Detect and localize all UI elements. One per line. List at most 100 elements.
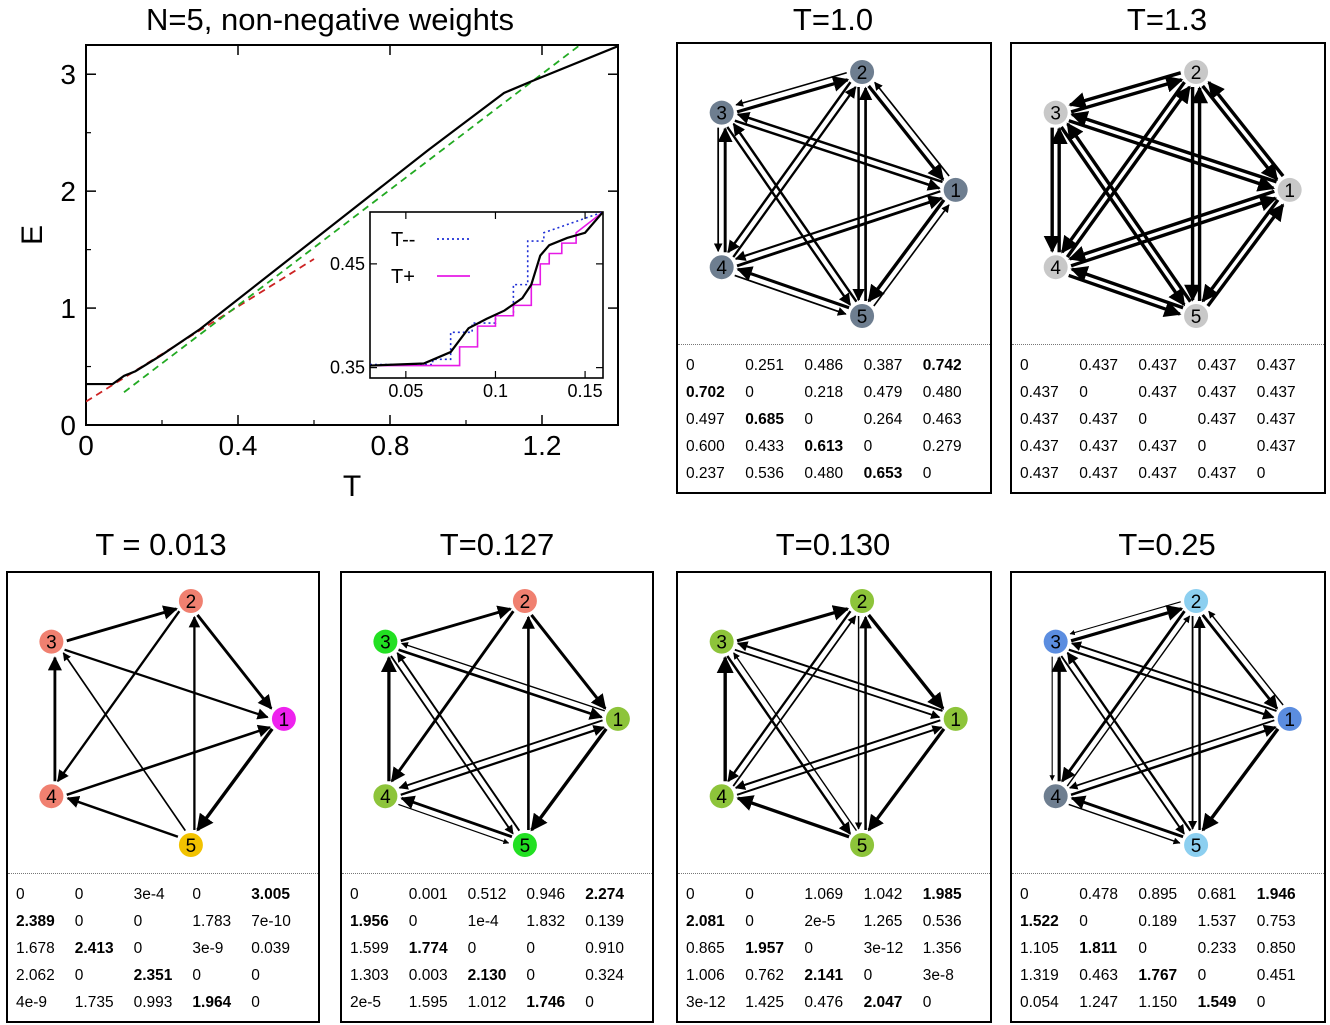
matrix-row: 1.319 0.463 1.767 0 0.451 <box>1020 966 1316 986</box>
y-tick-label: 1 <box>60 293 76 324</box>
edge-arrow <box>735 72 847 107</box>
matrix-cell: 2.413 <box>74 940 114 957</box>
matrix-cell: 1e-4 <box>467 913 499 930</box>
matrix-cell: 0.264 <box>863 411 903 428</box>
edge-arrow <box>736 195 943 268</box>
matrix-separator <box>678 344 990 345</box>
matrix-cell: 0.437 <box>1256 438 1296 455</box>
node-label: 3 <box>46 633 57 654</box>
graph-svg: 1 2 3 4 5 <box>373 589 630 857</box>
edge-arrow <box>726 655 852 835</box>
edge-arrow <box>1060 655 1185 835</box>
matrix-cell: 1.832 <box>526 913 566 930</box>
edge-arrow <box>1068 273 1182 318</box>
node-label: 3 <box>1050 104 1061 125</box>
edge-arrow <box>1201 727 1280 832</box>
matrix-row: 0.702 0 0.218 0.479 0.480 <box>686 383 982 403</box>
matrix-cell: 1.964 <box>192 994 232 1011</box>
matrix-cell: 1.767 <box>1138 967 1178 984</box>
node-label: 4 <box>716 258 727 279</box>
node-circle <box>373 629 398 654</box>
matrix-cell: 0.480 <box>804 465 844 482</box>
matrix-cell: 3e-4 <box>133 886 165 903</box>
edge-arrow <box>867 613 945 710</box>
edge-arrow <box>1068 71 1182 109</box>
matrix-row: 0.237 0.536 0.480 0.653 0 <box>686 464 982 484</box>
node-label: 1 <box>279 710 290 731</box>
node-circle <box>850 589 875 613</box>
edge-arrow <box>736 266 850 310</box>
node-circle <box>605 706 630 731</box>
matrix-cell: 0 <box>251 967 260 984</box>
edge-arrow <box>727 81 852 254</box>
matrix-cell: 0.251 <box>745 357 784 374</box>
matrix-cell: 2.047 <box>863 994 903 1011</box>
matrix-row: 0 0.251 0.486 0.387 0.742 <box>686 356 982 376</box>
matrix-cell: 0.993 <box>133 994 173 1011</box>
matrix-cell: 0 <box>745 886 754 903</box>
matrix-cell: 0.437 <box>1197 411 1237 428</box>
x-tick-label: 0.4 <box>219 430 258 461</box>
matrix-cell: 0.437 <box>1020 411 1059 428</box>
node-label: 2 <box>857 592 868 613</box>
node-circle <box>1043 100 1068 125</box>
edge-arrow <box>62 652 186 832</box>
matrix-row: 0.865 1.957 0 3e-12 1.356 <box>686 939 982 959</box>
node-label: 1 <box>613 710 624 731</box>
x-tick-label: 0.8 <box>371 430 410 461</box>
matrix-row: 3e-12 1.425 0.476 2.047 0 <box>686 993 982 1013</box>
edge-arrow <box>1068 119 1276 192</box>
edge-arrow <box>1201 614 1279 710</box>
y-tick-label: 3 <box>60 59 76 90</box>
matrix-cell: 1.265 <box>863 913 903 930</box>
node-circle <box>1277 177 1302 202</box>
matrix-cell: 0.480 <box>922 384 962 401</box>
matrix-cell: 0.685 <box>745 411 784 428</box>
edge-arrow <box>64 648 269 720</box>
y-tick-label: 2 <box>60 176 76 207</box>
matrix-cell: 2.130 <box>467 967 507 984</box>
matrix-row: 0 0.437 0.437 0.437 0.437 <box>1020 356 1316 376</box>
matrix-row: 0.437 0.437 0.437 0.437 0 <box>1020 464 1316 484</box>
matrix-cell: 0 <box>133 913 143 930</box>
edge-arrow <box>734 648 941 720</box>
matrix-cell: 0 <box>1020 357 1029 374</box>
matrix-cell: 0 <box>1256 994 1266 1011</box>
node-circle <box>1043 784 1068 809</box>
matrix-cell: 0.946 <box>526 886 566 903</box>
node-label: 5 <box>1191 836 1202 857</box>
node-circle <box>1277 706 1302 731</box>
matrix-cell: 0.463 <box>922 411 962 428</box>
matrix-cell: 0 <box>922 994 932 1011</box>
edge-arrow <box>398 719 603 790</box>
edge-arrow <box>1070 605 1184 643</box>
matrix-cell: 0.437 <box>1020 465 1059 482</box>
matrix-cell: 0.279 <box>922 438 962 455</box>
matrix-separator <box>678 873 990 874</box>
node-label: 3 <box>1050 633 1061 654</box>
matrix-cell: 0.437 <box>1079 465 1118 482</box>
series-line <box>86 45 618 386</box>
matrix-cell: 2e-5 <box>804 913 836 930</box>
matrix-cell: 0 <box>16 886 25 903</box>
matrix-cell: 0.762 <box>745 967 784 984</box>
x-tick-label: 0 <box>78 430 94 461</box>
matrix-cell: 1.735 <box>74 994 114 1011</box>
matrix-cell: 1.985 <box>922 886 962 903</box>
node-circle <box>178 833 203 857</box>
edge-arrow <box>66 605 178 643</box>
node-circle <box>709 255 734 280</box>
matrix-cell: 2.062 <box>16 967 55 984</box>
matrix-cell: 0 <box>74 886 84 903</box>
matrix-cell: 1.537 <box>1197 913 1237 930</box>
edge-arrow <box>1070 194 1278 268</box>
matrix-cell: 0.451 <box>1256 967 1296 984</box>
matrix-cell: 0.437 <box>1197 384 1237 401</box>
matrix-cell: 0.653 <box>863 465 903 482</box>
matrix-cell: 2.389 <box>16 913 55 930</box>
matrix-cell: 1.599 <box>350 940 389 957</box>
matrix-cell: 0 <box>1138 411 1148 428</box>
node-circle <box>850 60 875 84</box>
matrix-cell: 2.081 <box>686 913 725 930</box>
panel-t-0-130: T=0.130 1 2 3 4 5 0 0 1.069 1.042 1.985 2.081 0 2e-5… <box>672 525 994 1025</box>
